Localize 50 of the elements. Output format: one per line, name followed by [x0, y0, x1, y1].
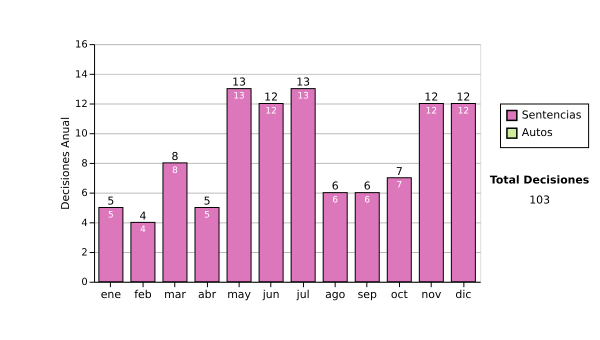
y-tick-label: 12 — [75, 98, 88, 110]
x-tick-label: jul — [296, 288, 310, 302]
data-label: 13 — [233, 92, 245, 102]
x-tick-label: sep — [358, 288, 377, 302]
text: Total Decisiones — [490, 174, 590, 187]
total-label: 5 — [204, 194, 210, 208]
data-label: 7 — [396, 180, 402, 191]
y-tick-label: 0 — [81, 277, 88, 288]
text: 103 — [529, 194, 550, 207]
x-tick-label: mar — [164, 288, 186, 302]
total-label: 12 — [264, 90, 278, 104]
total-label: 12 — [456, 90, 470, 104]
x-tick-label: dic — [455, 288, 472, 302]
x-tick-label: oct — [390, 288, 408, 302]
x-tick-label: nov — [421, 288, 442, 302]
y-tick-label: 10 — [75, 128, 88, 140]
legend-label: Sentencias — [522, 108, 582, 122]
x-tick-label: abr — [198, 288, 217, 302]
x-tick-label: ene — [100, 288, 122, 302]
data-label: 6 — [364, 196, 370, 206]
total-label: 13 — [296, 76, 310, 89]
data-label: 8 — [172, 166, 178, 176]
data-label: 13 — [297, 92, 309, 102]
x-tick-label: feb — [134, 288, 152, 302]
total-label: 4 — [139, 209, 146, 222]
y-tick-label: 4 — [81, 218, 88, 229]
total-label: 6 — [332, 180, 339, 193]
data-label: 12 — [426, 106, 437, 116]
legend-label: Autos — [522, 126, 554, 140]
data-label: 5 — [204, 210, 210, 220]
total-label: 5 — [107, 194, 114, 208]
total-label: 7 — [396, 164, 403, 178]
data-label: 5 — [108, 210, 114, 220]
x-tick-label: jun — [262, 288, 280, 302]
y-tick-label: 14 — [75, 69, 88, 80]
y-tick-label: 2 — [81, 248, 88, 258]
y-tick-label: 6 — [81, 188, 88, 200]
total-label: 13 — [232, 76, 246, 89]
total-label: 8 — [172, 150, 179, 163]
total-label: 6 — [364, 180, 371, 193]
data-label: 4 — [140, 225, 146, 236]
y-tick-label: 16 — [75, 40, 88, 51]
data-label: 6 — [332, 196, 338, 206]
y-tick-label: 8 — [81, 158, 88, 170]
x-tick-label: ago — [325, 288, 346, 302]
total-label: 12 — [424, 90, 438, 104]
data-label: 12 — [265, 106, 277, 116]
y-axis-title: Decisiones Anual — [59, 116, 72, 210]
x-tick-label: may — [227, 288, 252, 302]
data-label: 12 — [458, 106, 470, 116]
